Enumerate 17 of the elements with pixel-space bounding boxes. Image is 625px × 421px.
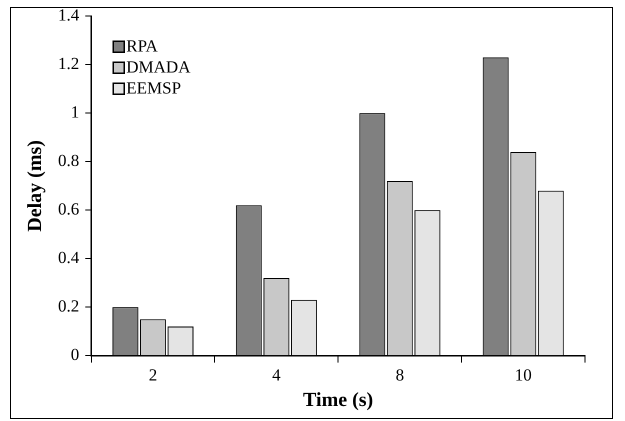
y-tick-label: 1.2 (58, 54, 80, 74)
y-tick-label: 0 (70, 345, 80, 364)
x-tick-label: 8 (396, 365, 404, 384)
y-tick-label: 1 (70, 102, 80, 122)
legend-label: EEMSP (126, 78, 182, 98)
legend-label: RPA (126, 36, 158, 56)
x-tick-label: 2 (148, 365, 158, 384)
y-axis-title: Delay (ms) (24, 140, 46, 232)
x-tick-label: 10 (514, 365, 532, 384)
y-tick-label: 0.4 (58, 248, 80, 268)
y-tick-label: 0.2 (58, 296, 80, 316)
legend-label: DMADA (126, 58, 192, 77)
x-axis-title: Time (s) (303, 389, 374, 412)
y-tick-label: 0.8 (58, 151, 80, 170)
x-tick-label: 4 (272, 365, 282, 384)
y-tick-label: 0.6 (58, 200, 80, 219)
y-tick-label: 1.4 (58, 6, 80, 25)
